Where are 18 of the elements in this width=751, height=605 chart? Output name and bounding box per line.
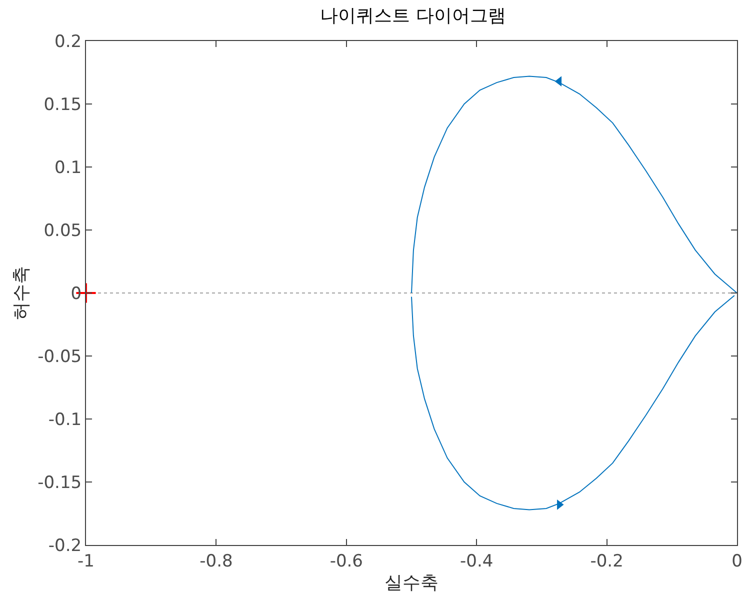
x-tick-label: -0.6 <box>330 551 363 572</box>
chart-title: 나이퀴스트 다이어그램 <box>320 6 506 27</box>
x-tick-label: 0 <box>732 551 742 572</box>
y-tick-label: 0.2 <box>54 32 82 52</box>
y-tick-label: -0.1 <box>48 410 82 430</box>
y-tick-label: 0.05 <box>44 220 82 241</box>
x-tick-label: -0.8 <box>200 551 233 572</box>
y-tick-label: 0.15 <box>44 94 82 115</box>
line-series <box>411 295 735 510</box>
y-tick-label: -0.05 <box>38 346 82 367</box>
x-tick-label: -0.2 <box>590 551 624 572</box>
y-tick-label: 0 <box>70 284 82 304</box>
x-tick-label: -0.4 <box>460 551 494 572</box>
x-axis-title: 실수축 <box>384 572 438 594</box>
y-tick-label: -0.15 <box>38 472 82 493</box>
line-series <box>411 76 737 294</box>
y-tick-label: 0.1 <box>54 158 82 178</box>
y-axis-title: 허수축 <box>10 266 32 320</box>
